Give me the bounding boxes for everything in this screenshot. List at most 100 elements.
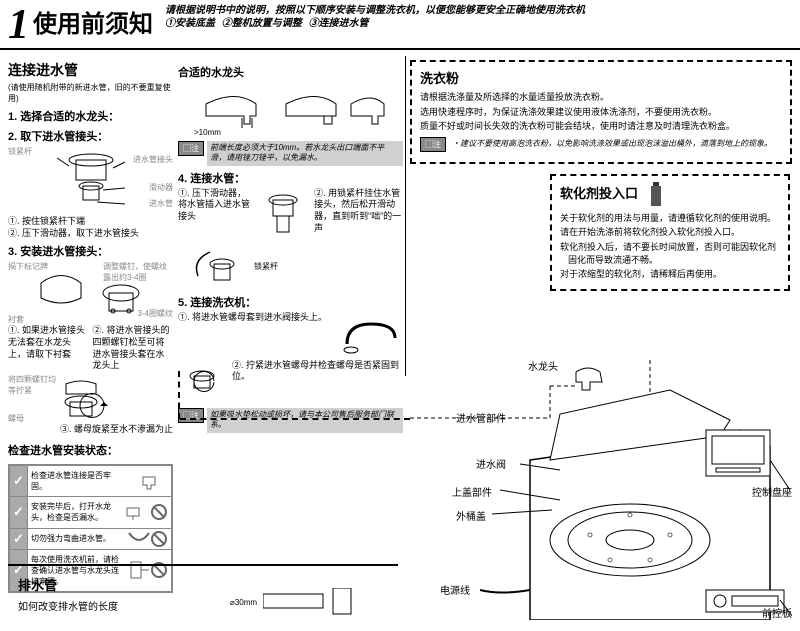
powder-box: 洗衣粉 请根据洗涤量及所选择的水量适量投放洗衣粉。 选用快速程序时，为保证洗涤效… [410, 60, 792, 164]
dashed-connector [180, 418, 410, 420]
connector-diagram: 锁紧杆 进水管接头 滑动器 进水管 [8, 146, 173, 216]
step-3: ③连接进水管 [309, 17, 369, 30]
label-bushing: 衬套 [8, 314, 24, 325]
check-icon: ✓ [13, 473, 24, 489]
step4-diag1 [258, 188, 308, 242]
faucet-icon [196, 84, 386, 130]
subtitle-intro: 请根据说明书中的说明，按照以下顺序安装与调整洗衣机，以便您能够更安全正确地使用洗… [165, 4, 585, 17]
label-nut: 螺母 [8, 413, 24, 424]
check-icon: ✓ [13, 531, 24, 547]
label-lockrod: 锁紧杆 [8, 146, 32, 157]
check-row: ✓ 检查进水管连接是否牢固。 [10, 466, 171, 497]
label-slider: 滑动器 [149, 182, 173, 193]
step4-heading: 4. 连接水管： [178, 170, 403, 186]
subtitle: 请根据说明书中的说明，按照以下顺序安装与调整洗衣机，以便您能够更安全正确地使用洗… [165, 4, 585, 30]
install-diagram: 揭下标记牌 调整螺钉，使螺纹露出约3-4圈 衬套 3-4圈螺纹 [8, 261, 173, 325]
check-diag-4 [123, 550, 171, 592]
label-tag: 揭下标记牌 [8, 261, 48, 272]
subtitle-steps: ①安装底盖 ②整机放置与调整 ③连接进水管 [165, 17, 585, 30]
step5-heading: 5. 连接洗衣机： [178, 294, 403, 310]
check-text-3: 切勿强力弯曲进水管。 [28, 529, 123, 549]
soft-b1: 关于软化剂的用法与用量，请遵循软化剂的使用说明。 [560, 212, 780, 225]
note-body-1: 前端长度必须大于10mm。若水龙头出口端面不平滑，请用锉刀锉平，以免漏水。 [207, 141, 403, 166]
step5-2: ②. 拧紧进水管螺母并检查螺母是否紧固到位。 [232, 360, 403, 402]
label-lockrod-2: 锁紧杆 [254, 261, 278, 272]
note-tag-2: ▢注 [178, 408, 204, 423]
dashed-connector-v [178, 371, 180, 419]
label-outer-lid: 外桶盖 [456, 508, 486, 523]
label-control-panel: 控制盘座 [752, 484, 792, 499]
powder-title: 洗衣粉 [420, 68, 782, 87]
machine-diagram-area: 水龙头 进水管部件 进水阀 上盖部件 外桶盖 电源线 控制盘座 前控板 [410, 360, 792, 620]
step4-diag2 [178, 244, 248, 290]
page-title: 使用前须知 [33, 4, 153, 39]
label-thread: 3-4圈螺纹 [137, 308, 173, 319]
label-4screws: 将四颗螺钉均等拧紧 [8, 374, 58, 396]
check-row: ✓ 切勿强力弯曲进水管。 [10, 529, 171, 550]
label-screw: 调整螺钉，使螺纹露出约3-4圈 [103, 261, 173, 283]
check-heading: 检查进水管安装状态： [8, 442, 173, 458]
mid-column: 合适的水龙头 >10mm ▢注 前端长度必须大于10mm。若水龙头出口端面不平滑… [178, 60, 403, 437]
step1-heading: 1. 选择合适的水龙头： [8, 108, 173, 124]
step4-1: ①. 压下滑动器，将水管插入进水管接头 [178, 188, 252, 240]
step2-heading: 2. 取下进水管接头： [8, 128, 173, 144]
check-table: ✓ 检查进水管连接是否牢固。 ✓ 安装完毕后，打开水龙头，检查是否漏水。 ✓ 切… [8, 464, 173, 593]
step2-2: ②. 压下滑动器，取下进水管接头 [8, 228, 173, 240]
label-hose: 进水管 [149, 198, 173, 209]
check-diag-1 [123, 466, 171, 496]
tighten-icon [46, 376, 136, 422]
softener-title: 软化剂投入口 [560, 183, 638, 202]
soft-b2: 请在开始洗涤前将软化剂投入软化剂投入口。 [560, 226, 780, 239]
inlet-hose-title: 连接进水管 [8, 60, 173, 80]
inlet-hose-note: (请使用随机附带的新进水管，旧的不要重复使用) [8, 82, 173, 104]
label-connector: 进水管接头 [133, 154, 173, 165]
note-tag-3: ▢注 [420, 137, 446, 152]
powder-note-body: ・建议不要使用高泡洗衣粉，以免影响洗涤效果或出现泡沫溢出桶外，滴落到地上的现象。 [449, 137, 782, 151]
label-faucet: 水龙头 [528, 358, 558, 373]
label-power-cord: 电源线 [440, 582, 470, 597]
step3-3: ③. 螺母旋紧至水不渗漏为止 [8, 424, 173, 436]
check-icon: ✓ [13, 504, 24, 520]
label-inlet-valve: 进水阀 [476, 456, 506, 471]
tighten-diagram: 将四颗螺钉均等拧紧 螺母 [8, 374, 173, 424]
drain-diameter: ⌀30mm [230, 598, 257, 607]
note-box-1: ▢注 前端长度必须大于10mm。若水龙头出口端面不平滑，请用锉刀锉平，以免漏水。 [178, 141, 403, 166]
step-2: ②整机放置与调整 [222, 17, 302, 30]
check-text-1: 检查进水管连接是否牢固。 [28, 466, 123, 496]
step5-1: ①. 将进水管螺母套到进水阀接头上。 [178, 312, 333, 358]
step3-2: ②. 将进水管接头的四颗螺钉松至可将进水管接头套在水龙头上 [93, 325, 174, 372]
forbidden-icon [151, 531, 167, 547]
connector-icon [51, 148, 131, 214]
powder-note: ▢注 ・建议不要使用高泡洗衣粉，以免影响洗涤效果或出现泡沫溢出桶外，滴落到地上的… [420, 137, 782, 152]
drain-title: 排水管 [18, 575, 118, 594]
drain-diagram: ⌀30mm [230, 588, 353, 616]
right-column: 洗衣粉 请根据洗涤量及所选择的水量适量投放洗衣粉。 选用快速程序时，为保证洗涤效… [410, 60, 792, 301]
powder-b2: 选用快速程序时，为保证洗涤效果建议使用液体洗涤剂，不要使用洗衣粉。 [420, 106, 782, 119]
page-header: 1 使用前须知 请根据说明书中的说明，按照以下顺序安装与调整洗衣机，以便您能够更… [0, 0, 800, 50]
horizontal-divider [8, 564, 398, 566]
soft-b3: 软化剂投入后，请不要长时间放置，否则可能因软化剂固化而导致流通不畅。 [560, 241, 780, 266]
note-body-2: 如果吸水垫松动或损坏，请与本公司售后服务部门联系。 [207, 408, 403, 433]
drain-sub: 如何改变排水管的长度 [18, 598, 118, 613]
left-column: 连接进水管 (请使用随机附带的新进水管，旧的不要重复使用) 1. 选择合适的水龙… [8, 60, 173, 593]
step5-diag2 [178, 360, 226, 404]
label-top-cover: 上盖部件 [452, 484, 492, 499]
powder-b1: 请根据洗涤量及所选择的水量适量投放洗衣粉。 [420, 91, 782, 104]
bottle-icon [648, 182, 664, 208]
drain-section: 排水管 如何改变排水管的长度 [18, 575, 118, 613]
check-text-2: 安装完毕后，打开水龙头，检查是否漏水。 [28, 497, 123, 527]
step2-1: ①. 按住锁紧杆下端 [8, 216, 173, 228]
label-front-panel: 前控板 [762, 605, 792, 620]
section-number: 1 [8, 4, 29, 46]
forbidden-icon [151, 504, 167, 520]
label-inlet-parts: 进水管部件 [456, 410, 506, 425]
powder-b3: 质量不好或时间长失效的洗衣粉可能会结块，使用时请注意及时清理洗衣粉盒。 [420, 120, 782, 133]
check-diag-2 [123, 497, 171, 527]
step3-1: ①. 如果进水管接头无法套在水龙头上，请取下衬套 [8, 325, 89, 372]
faucet-diagram [178, 82, 403, 132]
note-box-2: ▢注 如果吸水垫松动或损坏，请与本公司售后服务部门联系。 [178, 408, 403, 433]
check-row: ✓ 安装完毕后，打开水龙头，检查是否漏水。 [10, 497, 171, 528]
drain-pipe-icon [263, 588, 353, 616]
softener-box: 软化剂投入口 关于软化剂的用法与用量，请遵循软化剂的使用说明。 请在开始洗涤前将… [550, 174, 790, 291]
note-tag: ▢注 [178, 141, 204, 156]
